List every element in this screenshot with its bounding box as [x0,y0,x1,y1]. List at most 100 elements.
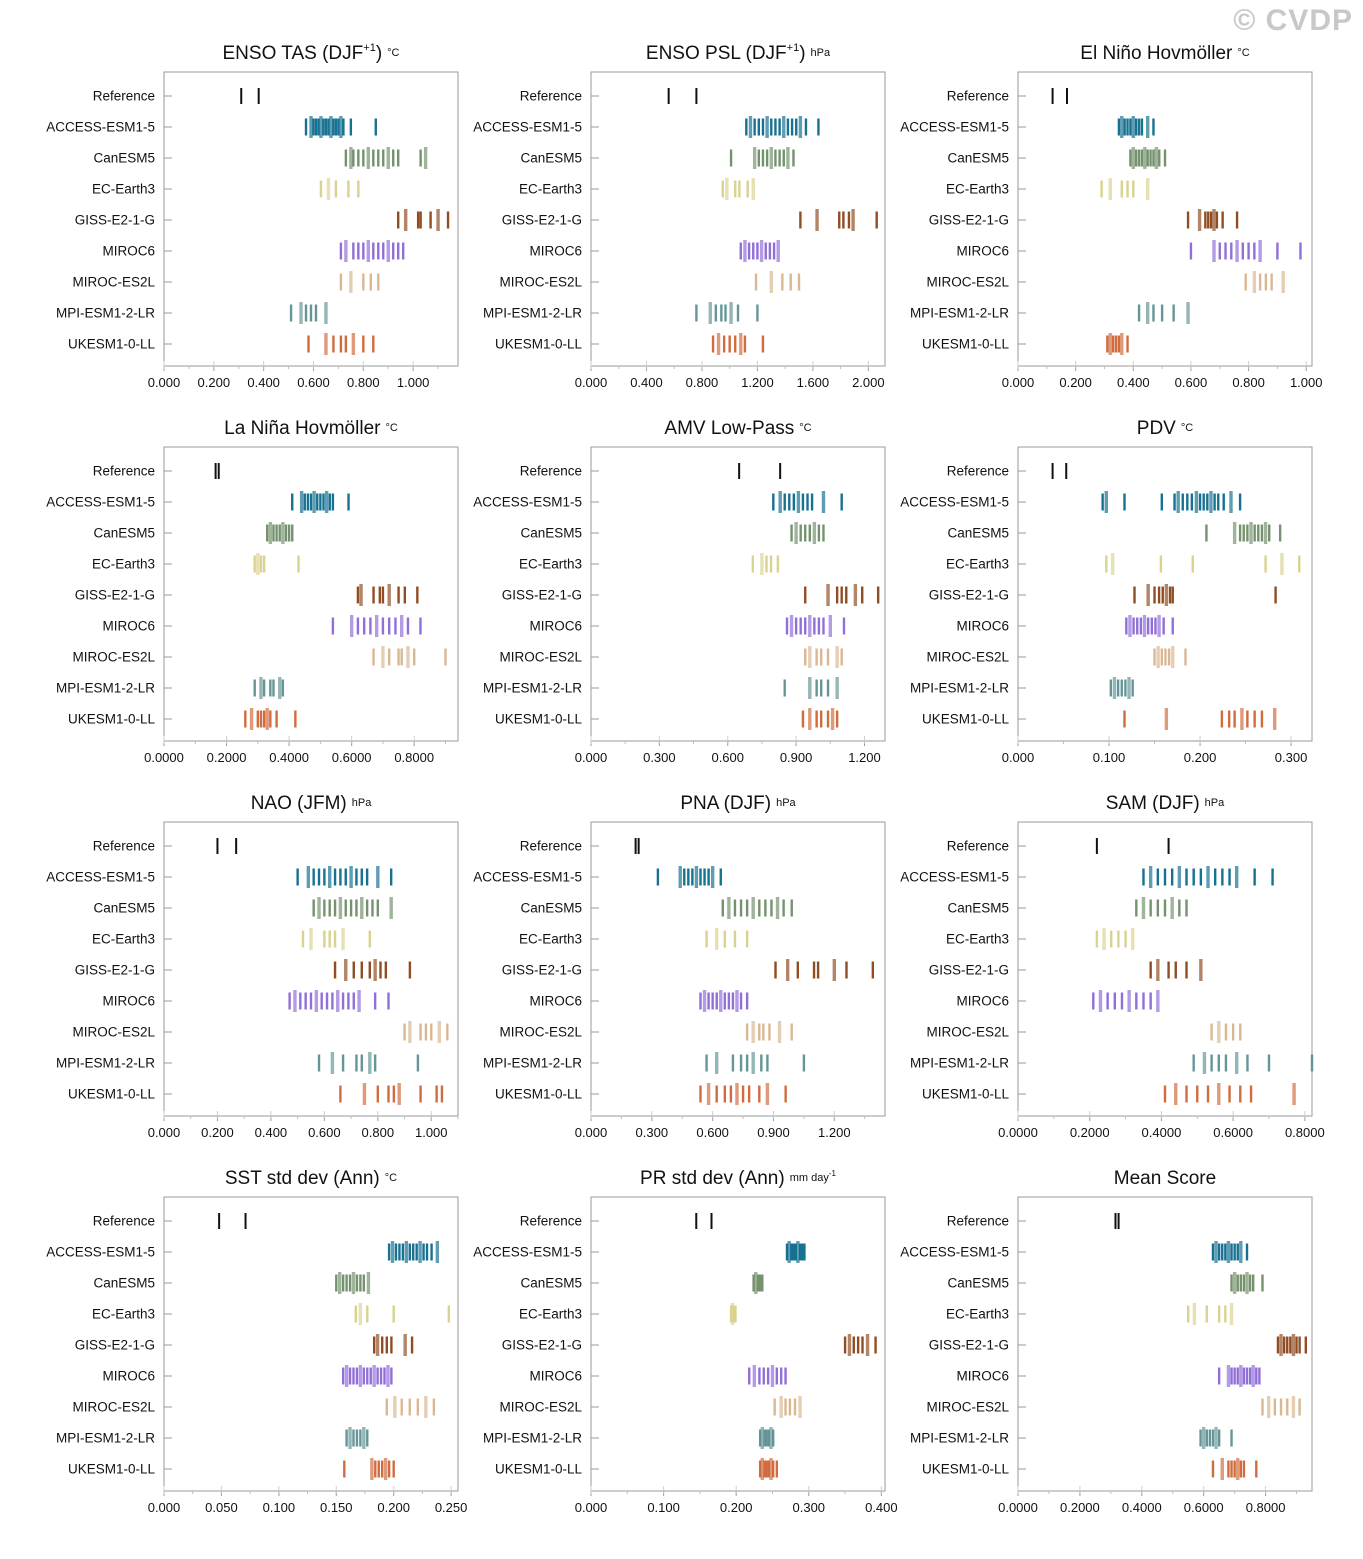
panel-pdv: PDV °C Reference ACCESS-ESM1-5 CanESM5 EC-Ear… [900,418,1313,765]
panel-pr-std-dev-ann: PR std dev (Ann) mm day-1 Reference ACCESS-… [473,1168,897,1515]
row-label-miroc-es2l: MIROC-ES2L [72,1400,155,1415]
x-tick-label: 0.600 [711,750,744,765]
x-tick-label: 0.100 [1093,750,1126,765]
row-label-miroc-es2l: MIROC-ES2L [926,1400,1009,1415]
row-label-ec-earth3: EC-Earth3 [519,932,582,947]
row-label-access-esm1-5: ACCESS-ESM1-5 [473,495,582,510]
row-label-miroc-es2l: MIROC-ES2L [926,1025,1009,1040]
x-tick-label: 0.600 [297,375,330,390]
panel-title-text: SAM (DJF) [1106,793,1200,814]
panel-title-text: PR std dev (Ann) [640,1168,785,1189]
panel-units: °C [1181,422,1193,434]
row-label-mpi-esm1-2-lr: MPI-ESM1-2-LR [483,1056,582,1071]
row-label-access-esm1-5: ACCESS-ESM1-5 [900,495,1009,510]
x-tick-label: 0.600 [308,1125,341,1140]
panel-units: hPa [352,797,372,809]
row-label-giss-e2-1-g: GISS-E2-1-G [75,213,155,228]
row-label-ukesm1-0-ll: UKESM1-0-LL [68,337,156,352]
row-label-access-esm1-5: ACCESS-ESM1-5 [473,120,582,135]
x-tick-label: 0.300 [636,1125,669,1140]
x-tick-label: 0.8000 [1285,1125,1325,1140]
x-tick-label: 0.100 [263,1500,296,1515]
x-tick-label: 0.200 [201,1125,234,1140]
x-tick-label: 0.300 [1275,750,1308,765]
row-label-mpi-esm1-2-lr: MPI-ESM1-2-LR [910,1056,1009,1071]
panel-title: NAO (JFM) hPa [251,793,373,814]
row-label-miroc6: MIROC6 [956,1369,1009,1384]
row-label-giss-e2-1-g: GISS-E2-1-G [929,963,1009,978]
plot-frame [590,821,886,1117]
panel-enso-tas-djf: ENSO TAS (DJF+1) °C Reference ACCESS-ESM1-5… [46,42,459,390]
x-tick-label: 0.200 [1184,750,1217,765]
panel-title: SST std dev (Ann) °C [225,1168,397,1189]
row-label-giss-e2-1-g: GISS-E2-1-G [75,588,155,603]
row-label-access-esm1-5: ACCESS-ESM1-5 [900,120,1009,135]
panel-title-text: La Niña Hovmöller [224,418,381,439]
row-label-reference: Reference [947,839,1009,854]
x-tick-label: 0.800 [1232,375,1265,390]
row-label-giss-e2-1-g: GISS-E2-1-G [929,588,1009,603]
row-label-miroc6: MIROC6 [529,994,582,1009]
x-tick-label: 0.900 [780,750,813,765]
row-label-reference: Reference [947,464,1009,479]
plot-frame [163,446,459,742]
x-tick-label: 1.000 [397,375,430,390]
row-label-canesm5: CanESM5 [93,151,155,166]
row-label-miroc6: MIROC6 [529,619,582,634]
x-tick-label: 0.400 [630,375,663,390]
x-tick-label: 0.8000 [394,750,434,765]
panel-title-text: ENSO TAS (DJF [223,43,364,64]
panel-title-text: Mean Score [1114,1168,1216,1189]
row-label-ec-earth3: EC-Earth3 [92,182,155,197]
row-label-ec-earth3: EC-Earth3 [946,557,1009,572]
panel-title-text: El Niño Hovmöller [1080,43,1233,64]
panel-title-text: PDV [1137,418,1176,439]
row-label-miroc6: MIROC6 [529,244,582,259]
panel-sam-djf: SAM (DJF) hPa Reference ACCESS-ESM1-5 CanESM… [900,793,1324,1140]
row-label-mpi-esm1-2-lr: MPI-ESM1-2-LR [483,1431,582,1446]
row-label-reference: Reference [520,89,582,104]
plot-frame [590,71,886,367]
row-label-access-esm1-5: ACCESS-ESM1-5 [46,120,155,135]
row-label-mpi-esm1-2-lr: MPI-ESM1-2-LR [56,1431,155,1446]
x-tick-label: 0.000 [148,1125,181,1140]
x-tick-label: 0.4000 [269,750,309,765]
panel-title: PDV °C [1137,418,1193,439]
panel-units-superscript: -1 [829,1169,837,1178]
row-label-mpi-esm1-2-lr: MPI-ESM1-2-LR [910,306,1009,321]
plot-frame [1017,1196,1313,1492]
row-label-reference: Reference [93,839,155,854]
panel-title: PNA (DJF) hPa [680,793,796,814]
row-label-miroc-es2l: MIROC-ES2L [499,650,582,665]
row-label-miroc-es2l: MIROC-ES2L [72,1025,155,1040]
panel-units: °C [799,422,811,434]
panel-title: AMV Low-Pass °C [664,418,811,439]
x-tick-label: 0.4000 [1122,1500,1162,1515]
plot-frame [1017,446,1313,742]
x-tick-label: 0.200 [377,1500,410,1515]
plot-frame [590,1196,886,1492]
row-label-miroc6: MIROC6 [956,244,1009,259]
panel-title: El Niño Hovmöller °C [1080,43,1249,64]
row-label-canesm5: CanESM5 [947,151,1009,166]
row-label-miroc-es2l: MIROC-ES2L [499,1400,582,1415]
x-tick-label: 0.0000 [998,1500,1038,1515]
row-label-mpi-esm1-2-lr: MPI-ESM1-2-LR [910,1431,1009,1446]
plot-frame [163,1196,459,1492]
x-tick-label: 0.8000 [1246,1500,1286,1515]
row-label-ec-earth3: EC-Earth3 [946,182,1009,197]
panel-title-superscript: +1 [787,42,800,54]
row-label-miroc6: MIROC6 [956,994,1009,1009]
row-label-ukesm1-0-ll: UKESM1-0-LL [68,1462,156,1477]
x-tick-label: 0.100 [647,1500,680,1515]
panel-title: ENSO TAS (DJF+1) °C [223,42,400,64]
x-tick-label: 0.800 [347,375,380,390]
panel-title-superscript: +1 [363,42,376,54]
row-label-access-esm1-5: ACCESS-ESM1-5 [46,495,155,510]
row-label-mpi-esm1-2-lr: MPI-ESM1-2-LR [483,681,582,696]
x-tick-label: 0.250 [435,1500,468,1515]
panel-amv-low-pass: AMV Low-Pass °C Reference ACCESS-ESM1-5 CanE… [473,418,886,765]
row-label-miroc6: MIROC6 [102,994,155,1009]
